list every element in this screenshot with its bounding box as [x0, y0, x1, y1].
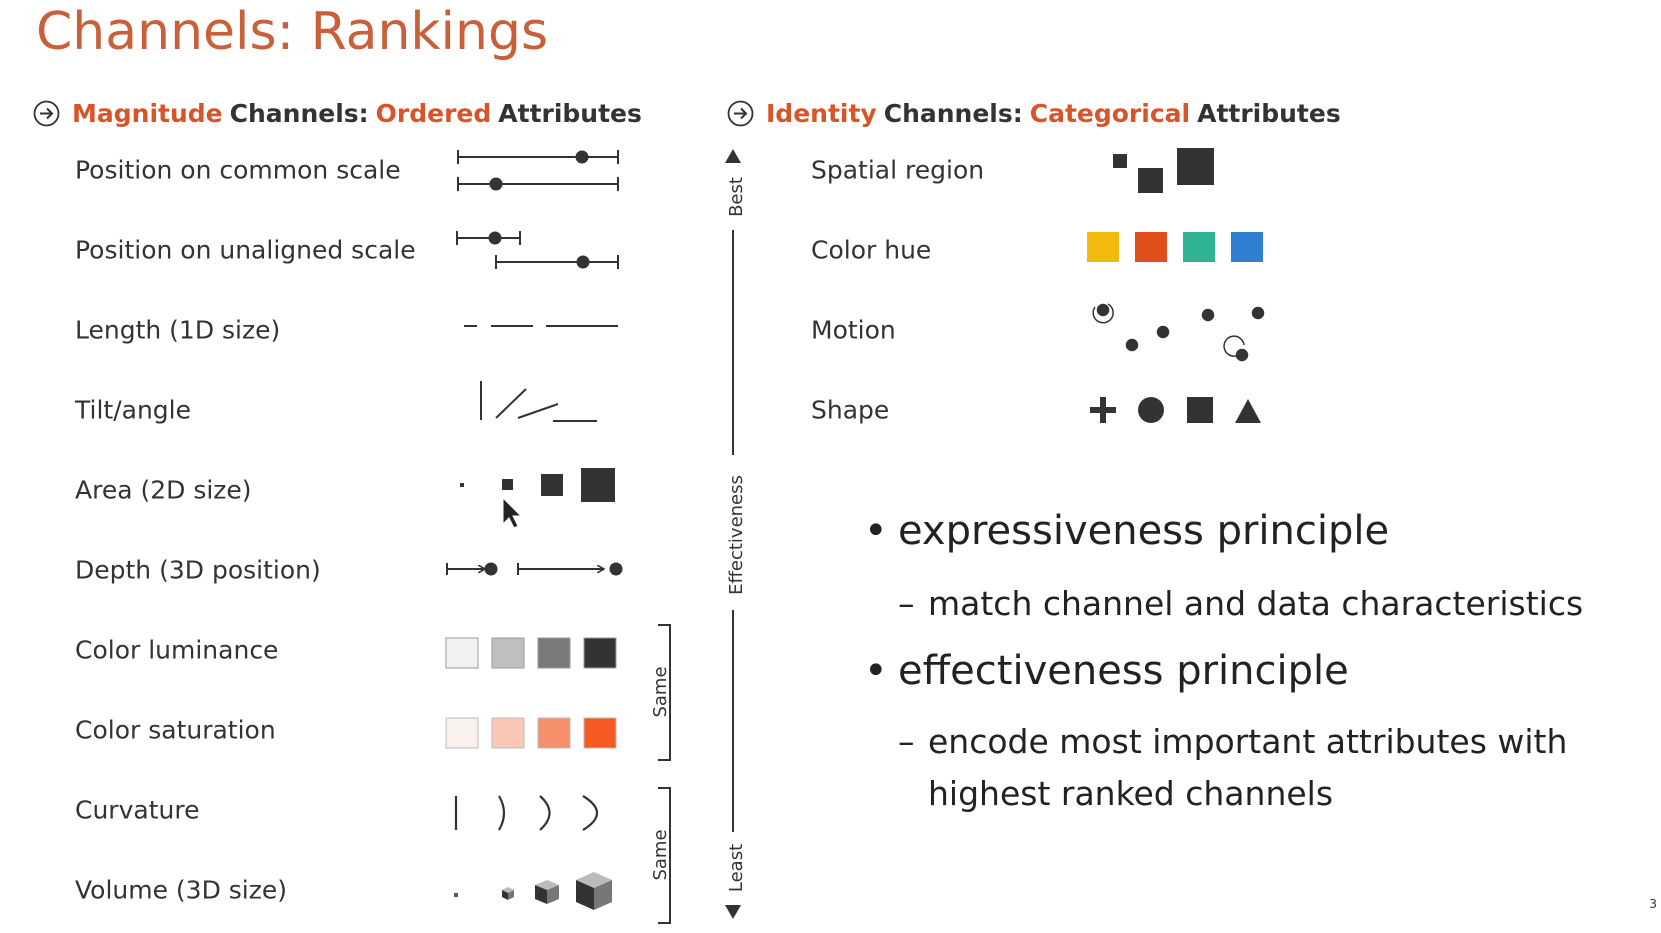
glyph-area — [460, 468, 615, 529]
saturation-swatch — [491, 717, 525, 749]
glyph-motion — [1092, 303, 1265, 362]
principle-effectiveness: • effectiveness principle — [864, 648, 1349, 694]
glyph-volume — [454, 872, 612, 910]
magnitude-word: Magnitude — [72, 98, 223, 128]
plus-shape — [1100, 397, 1106, 423]
label-depth: Depth (3D position) — [75, 555, 321, 585]
label-area: Area (2D size) — [75, 475, 252, 505]
luminance-swatch — [445, 637, 479, 669]
page-number: 3 — [1649, 897, 1657, 911]
saturation-swatch — [537, 717, 571, 749]
hue-swatch — [1183, 232, 1215, 262]
label-position-common: Position on common scale — [75, 155, 401, 185]
circle-shape — [1138, 397, 1164, 423]
hue-swatch — [1135, 232, 1167, 262]
label-spatial-region: Spatial region — [811, 155, 985, 185]
glyph-color-hue — [1087, 232, 1263, 262]
same-label: Same — [650, 829, 671, 880]
glyph-position-unaligned — [456, 231, 619, 269]
glyph-curvature — [454, 795, 599, 831]
channels-word: Channels: — [229, 98, 369, 128]
same-bracket: Same — [650, 787, 671, 924]
identity-heading: Identity Channels: Categorical Attribute… — [727, 96, 1348, 130]
principle-title: effectiveness principle — [898, 648, 1349, 694]
effectiveness-label: Effectiveness — [726, 475, 747, 595]
attributes-word: Attributes — [498, 98, 642, 128]
label-luminance: Color luminance — [75, 635, 279, 665]
principle-detail: – encode most important attributes with — [898, 722, 1568, 761]
arrow-circle-icon — [727, 100, 754, 126]
glyph-position-common — [457, 150, 619, 191]
glyph-shape — [1090, 397, 1261, 423]
label-volume: Volume (3D size) — [75, 875, 288, 905]
glyph-saturation — [445, 717, 617, 749]
square-shape — [1187, 397, 1213, 423]
luminance-swatch — [537, 637, 571, 669]
cursor-arrow-icon — [502, 496, 523, 529]
same-label: Same — [650, 666, 671, 717]
ordered-word: Ordered — [375, 98, 492, 128]
triangle-shape — [1235, 399, 1261, 423]
arrow-circle-icon — [33, 100, 60, 126]
saturation-swatch — [445, 717, 479, 749]
label-saturation: Color saturation — [75, 715, 276, 745]
principle-detail-continued: highest ranked channels — [928, 774, 1334, 813]
principle-expressiveness: • expressiveness principle — [864, 508, 1390, 554]
label-length: Length (1D size) — [75, 315, 281, 345]
principle-title: expressiveness principle — [898, 508, 1390, 554]
up-arrow-icon — [725, 149, 741, 163]
luminance-swatch — [491, 637, 525, 669]
principle-detail: – match channel and data characteristics — [898, 584, 1584, 623]
slide-title: Channels: Rankings — [36, 2, 549, 62]
channels-word: Channels: — [883, 98, 1023, 128]
categorical-word: Categorical — [1029, 98, 1191, 128]
glyph-tilt — [480, 381, 597, 422]
luminance-swatch — [583, 637, 617, 669]
down-arrow-icon — [725, 905, 741, 919]
hue-swatch — [1087, 232, 1119, 262]
glyph-luminance — [445, 637, 617, 669]
label-motion: Motion — [811, 315, 896, 345]
saturation-swatch — [583, 717, 617, 749]
glyph-spatial-region — [1113, 148, 1214, 193]
label-tilt: Tilt/angle — [75, 395, 191, 425]
effectiveness-scale: Best Effectiveness Least — [725, 149, 747, 919]
label-curvature: Curvature — [75, 795, 200, 825]
label-color-hue: Color hue — [811, 235, 932, 265]
attributes-word: Attributes — [1197, 98, 1341, 128]
hue-swatch — [1231, 232, 1263, 262]
label-position-unaligned: Position on unaligned scale — [75, 235, 416, 265]
label-shape: Shape — [811, 395, 890, 425]
same-bracket: Same — [650, 624, 671, 761]
best-label: Best — [726, 177, 747, 217]
glyph-depth — [446, 562, 623, 576]
magnitude-heading: Magnitude Channels: Ordered Attributes — [33, 96, 649, 130]
identity-word: Identity — [766, 98, 877, 128]
least-label: Least — [726, 844, 747, 892]
